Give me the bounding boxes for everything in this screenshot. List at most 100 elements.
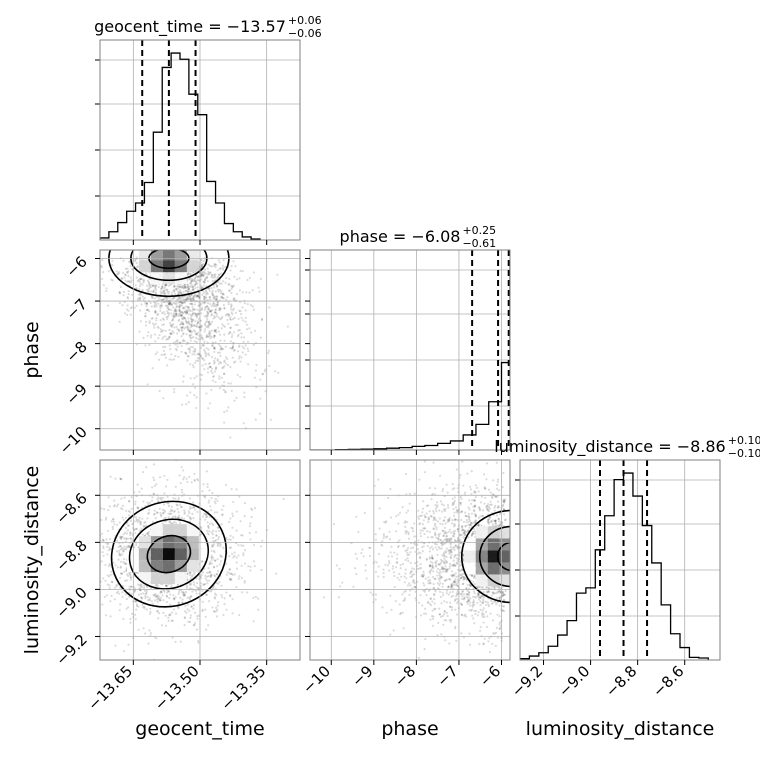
sample-point: [459, 577, 462, 580]
sample-point: [443, 551, 446, 554]
sample-point: [459, 503, 462, 506]
sample-point: [135, 304, 138, 307]
sample-point: [212, 540, 215, 543]
sample-point: [427, 518, 430, 521]
sample-point: [454, 572, 457, 575]
sample-point: [456, 539, 459, 543]
sample-point: [208, 402, 212, 405]
sample-point: [230, 318, 233, 321]
sample-point: [207, 362, 210, 365]
sample-point: [460, 576, 463, 579]
sample-point: [152, 594, 155, 597]
sample-point: [446, 504, 450, 507]
sample-point: [209, 298, 212, 301]
sample-point: [173, 285, 176, 288]
sample-point: [180, 314, 183, 317]
sample-point: [160, 498, 163, 502]
sample-point: [167, 616, 170, 619]
sample-point: [179, 482, 182, 485]
sample-point: [168, 302, 172, 306]
sample-point: [163, 510, 166, 513]
sample-point: [154, 599, 157, 602]
sample-point: [229, 594, 232, 597]
sample-point: [469, 601, 472, 604]
sample-point: [440, 547, 443, 550]
sample-point: [453, 522, 456, 526]
sample-point: [135, 604, 139, 608]
sample-point: [473, 595, 477, 599]
sample-point: [442, 519, 445, 522]
sample-point: [428, 602, 432, 606]
sample-point: [200, 573, 203, 576]
sample-point: [203, 368, 206, 371]
sample-point: [222, 296, 225, 299]
sample-point: [190, 320, 193, 323]
sample-point: [213, 551, 216, 554]
sample-point: [450, 583, 453, 586]
sample-point: [165, 600, 168, 604]
sample-point: [162, 323, 166, 326]
sample-point: [469, 604, 472, 607]
sample-point: [454, 598, 457, 601]
sample-point: [201, 272, 204, 275]
sample-point: [503, 593, 506, 596]
sample-point: [153, 305, 156, 308]
sample-point: [185, 289, 188, 292]
sample-point: [208, 530, 211, 533]
sample-point: [166, 584, 169, 587]
sample-point: [171, 516, 174, 520]
sample-point: [192, 336, 195, 339]
sample-point: [191, 305, 194, 308]
sample-point: [483, 486, 486, 489]
sample-point: [162, 345, 165, 349]
sample-point: [113, 586, 116, 589]
sample-point: [140, 596, 143, 599]
sample-point: [107, 542, 110, 545]
sample-point: [143, 521, 146, 524]
sample-point: [186, 572, 189, 575]
sample-point: [195, 316, 198, 319]
sample-point: [126, 313, 129, 316]
sample-point: [442, 567, 445, 571]
sample-point: [106, 529, 109, 532]
sample-point: [237, 554, 240, 557]
sample-point: [201, 560, 204, 563]
sample-point: [182, 338, 185, 341]
sample-point: [100, 507, 103, 510]
sample-point: [208, 331, 211, 334]
sample-point: [439, 575, 442, 578]
sample-point: [458, 546, 462, 549]
sample-point: [122, 550, 125, 553]
sample-point: [208, 562, 212, 565]
sample-point: [497, 586, 501, 590]
sample-point: [91, 598, 93, 600]
sample-point: [166, 478, 169, 481]
sample-point: [452, 573, 455, 576]
sample-point: [201, 286, 204, 289]
sample-point: [403, 591, 406, 594]
sample-point: [230, 291, 233, 295]
sample-point: [455, 613, 459, 616]
sample-point: [166, 288, 169, 292]
sample-point: [191, 309, 194, 312]
sample-point: [432, 557, 435, 560]
sample-point: [140, 585, 143, 588]
sample-point: [218, 581, 221, 584]
sample-point: [422, 545, 425, 548]
sample-point: [202, 344, 205, 347]
sample-point: [441, 585, 444, 588]
sample-point: [203, 315, 206, 318]
sample-point: [454, 608, 457, 611]
sample-point: [202, 260, 205, 263]
sample-point: [213, 334, 216, 337]
sample-point: [211, 491, 214, 495]
sample-point: [220, 584, 223, 587]
sample-point: [227, 382, 230, 385]
sample-point: [203, 298, 206, 301]
sample-point: [216, 359, 219, 362]
sample-point: [124, 516, 128, 519]
sample-point: [135, 287, 138, 290]
sample-point: [179, 296, 182, 300]
sample-point: [196, 582, 199, 585]
sample-point: [105, 287, 108, 290]
